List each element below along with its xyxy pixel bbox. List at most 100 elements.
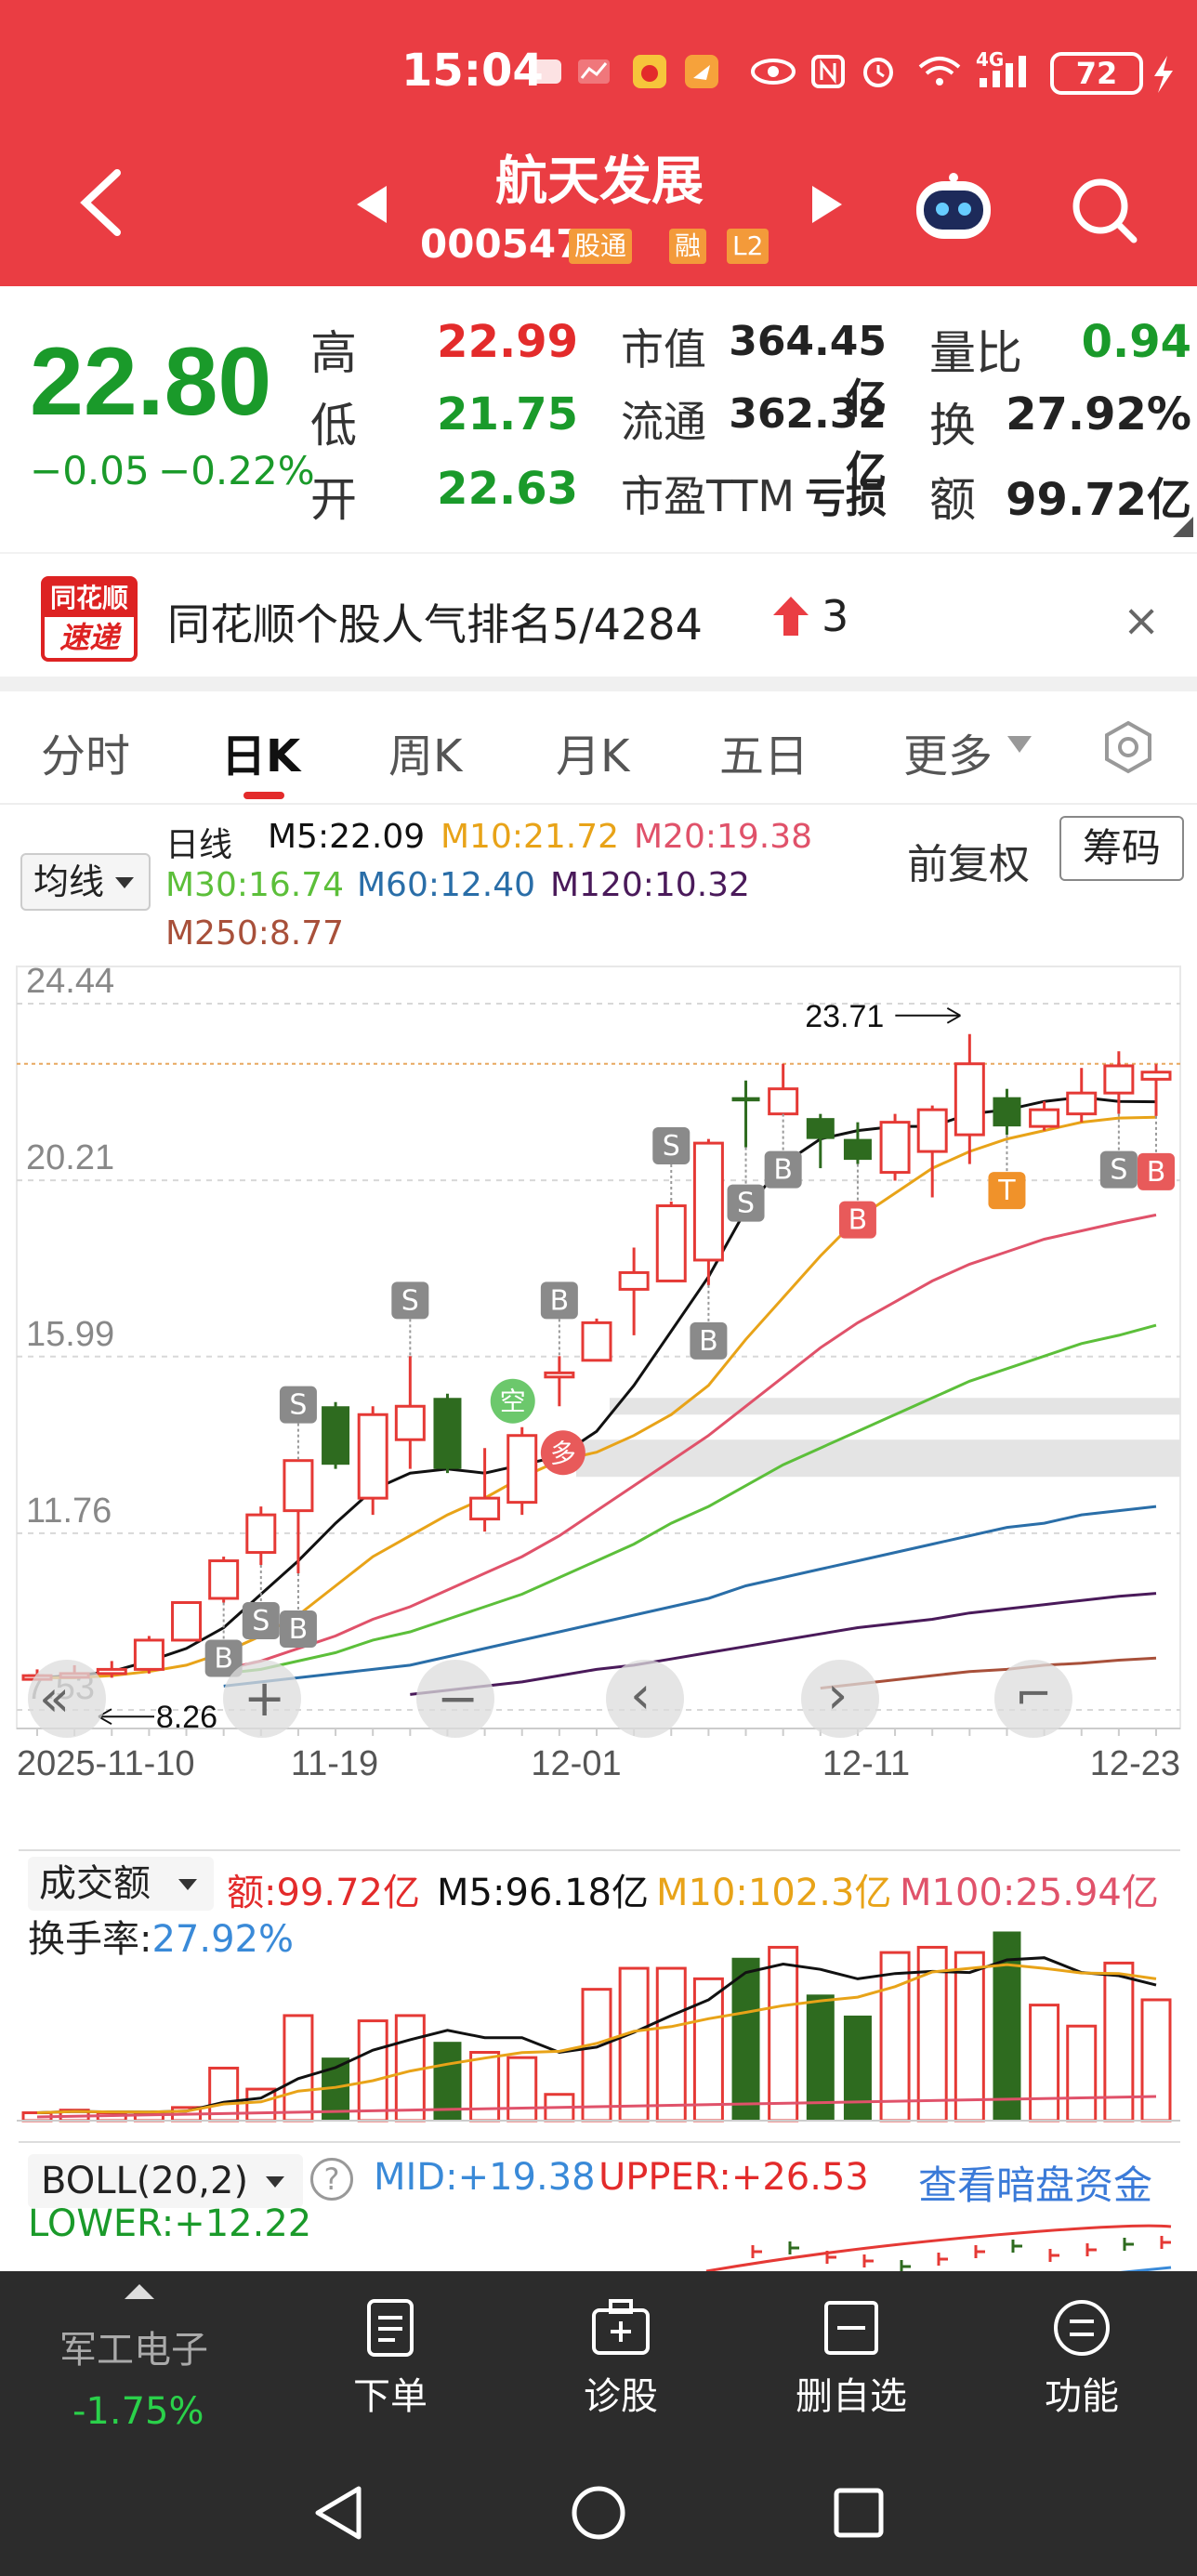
zone-label: 多 xyxy=(550,1438,576,1468)
candle-body[interactable] xyxy=(133,1638,164,1671)
y-tick-label: 24.44 xyxy=(26,962,114,1001)
expand-corner-icon[interactable] xyxy=(1173,517,1193,537)
high-marker-arrowhead xyxy=(946,1006,961,1024)
nav-home-icon[interactable] xyxy=(569,2483,628,2543)
nav-recents-icon[interactable] xyxy=(831,2485,887,2541)
signal-badge[interactable] xyxy=(727,1184,765,1222)
tab-intraday[interactable]: 分时 xyxy=(41,730,131,782)
back-button[interactable] xyxy=(74,165,130,240)
candle-body[interactable] xyxy=(1029,1108,1060,1128)
popularity-rank-text[interactable]: 同花顺个股人气排名5/4284 xyxy=(167,599,703,650)
functions-label: 功能 xyxy=(1045,2375,1119,2418)
candle-body[interactable] xyxy=(731,1097,760,1102)
signal-badge[interactable] xyxy=(279,1386,317,1424)
candle-body[interactable] xyxy=(993,1097,1021,1127)
bottom-toolbar xyxy=(0,2271,1197,2457)
signal-badge[interactable] xyxy=(690,1321,728,1360)
tab-monthly-k[interactable]: 月K xyxy=(556,730,630,782)
help-icon[interactable]: ? xyxy=(310,2158,353,2201)
signal-badge[interactable] xyxy=(1138,1152,1175,1190)
signal-badge[interactable] xyxy=(242,1602,280,1640)
candle-body[interactable] xyxy=(1066,1091,1098,1116)
dark-pool-link[interactable]: 查看暗盘资金 xyxy=(918,2162,1153,2208)
close-icon[interactable]: × xyxy=(1123,595,1161,647)
amount-value: 99.72亿 xyxy=(1006,474,1191,526)
candlestick-chart[interactable]: 24.4420.2115.9911.767.53SBBSSBSBSBBTSB空多… xyxy=(0,957,1197,1831)
candle-body[interactable] xyxy=(768,1087,799,1116)
remove-watchlist-button[interactable]: 删自选 xyxy=(768,2297,935,2420)
signal-badge[interactable] xyxy=(204,1639,243,1677)
candle-body[interactable] xyxy=(245,1513,277,1555)
candle-body[interactable] xyxy=(916,1108,948,1153)
candle-body[interactable] xyxy=(433,1398,462,1469)
place-order-button[interactable]: 下单 xyxy=(307,2297,474,2420)
sector-name[interactable]: 军工电子 xyxy=(59,2329,208,2372)
tab-more[interactable]: 更多 xyxy=(903,730,993,782)
tab-five-day[interactable]: 五日 xyxy=(719,730,809,782)
signal-badge[interactable] xyxy=(838,1201,876,1239)
candle-body[interactable] xyxy=(655,1204,687,1282)
candle-body[interactable] xyxy=(469,1496,501,1521)
candle-body[interactable] xyxy=(581,1321,612,1362)
candle-body[interactable] xyxy=(879,1121,911,1175)
volume-bar xyxy=(843,2015,872,2121)
candle-body[interactable] xyxy=(954,1062,985,1137)
robot-assistant-icon[interactable] xyxy=(911,172,996,244)
low-label: 低 xyxy=(310,399,357,453)
signal-label: S xyxy=(737,1188,755,1220)
volume-bar xyxy=(618,1966,650,2123)
signal-badge[interactable] xyxy=(764,1150,802,1189)
x-tick-label: 12-23 xyxy=(1090,1744,1180,1783)
move-left-button[interactable] xyxy=(606,1660,684,1738)
boll-lower: LOWER:+12.22 xyxy=(28,2202,312,2245)
signal-badge[interactable] xyxy=(540,1281,578,1320)
functions-button[interactable]: 功能 xyxy=(998,2297,1165,2420)
candle-body[interactable] xyxy=(544,1371,575,1379)
signal-icon xyxy=(980,56,1026,87)
candle-body[interactable] xyxy=(1103,1064,1135,1095)
y-tick-label: 20.21 xyxy=(26,1138,114,1177)
candle-body[interactable] xyxy=(357,1413,388,1500)
zoom-in-button[interactable] xyxy=(223,1660,301,1738)
settings-hexagon-icon[interactable] xyxy=(1100,719,1156,775)
nav-back-icon[interactable] xyxy=(310,2483,366,2543)
next-stock-arrow[interactable] xyxy=(812,186,842,223)
candle-body[interactable] xyxy=(806,1118,835,1139)
candle-body[interactable] xyxy=(171,1600,203,1642)
prev-stock-arrow[interactable] xyxy=(357,186,387,223)
signal-label: B xyxy=(214,1642,233,1675)
volume-chart[interactable] xyxy=(0,1914,1197,2137)
candle-body[interactable] xyxy=(692,1141,724,1262)
signal-badge[interactable] xyxy=(1099,1150,1138,1189)
tab-weekly-k[interactable]: 周K xyxy=(388,730,463,782)
volume-bar xyxy=(655,1966,687,2123)
chevron-up-icon[interactable] xyxy=(125,2284,154,2299)
price-adjust-label[interactable]: 前复权 xyxy=(907,841,1030,888)
candle-body[interactable] xyxy=(394,1404,426,1441)
volume-bar xyxy=(357,2019,388,2123)
candle-body[interactable] xyxy=(1140,1071,1172,1081)
candle-body[interactable] xyxy=(96,1667,127,1676)
candle-body[interactable] xyxy=(208,1559,240,1600)
zoom-out-button[interactable] xyxy=(416,1660,494,1738)
fullscreen-button[interactable] xyxy=(994,1660,1072,1738)
signal-badge[interactable] xyxy=(391,1281,429,1320)
amount-m10-label: M10:102.3亿 xyxy=(656,1872,892,1914)
move-right-button[interactable] xyxy=(801,1660,879,1738)
diagnose-stock-button[interactable]: 诊股 xyxy=(537,2297,704,2420)
candle-body[interactable] xyxy=(843,1138,872,1161)
search-icon[interactable] xyxy=(1067,173,1141,247)
boll-indicator-select[interactable]: BOLL(20,2) xyxy=(28,2154,303,2208)
chip-distribution-button[interactable]: 筹码 xyxy=(1059,816,1184,881)
signal-badge[interactable] xyxy=(652,1127,691,1165)
tab-daily-k[interactable]: 日K xyxy=(221,730,301,782)
candle-body[interactable] xyxy=(283,1459,314,1513)
candle-body[interactable] xyxy=(506,1434,538,1505)
scroll-left-button[interactable] xyxy=(28,1660,106,1738)
volume-bar xyxy=(1066,2024,1098,2123)
signal-badge[interactable] xyxy=(988,1172,1026,1210)
candle-body[interactable] xyxy=(618,1270,650,1291)
x-tick-label: 12-11 xyxy=(822,1744,910,1783)
signal-badge[interactable] xyxy=(279,1610,317,1649)
candle-body[interactable] xyxy=(322,1406,350,1465)
